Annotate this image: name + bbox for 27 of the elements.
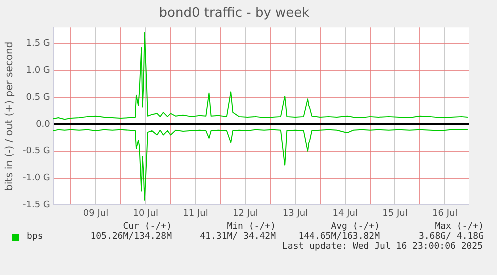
- x-tick-label: 15 Jul: [382, 208, 408, 219]
- y-tick-label: -1.5 G: [22, 200, 50, 211]
- y-tick-label: 1.5 G: [26, 39, 50, 50]
- y-tick-label: 0.5 G: [26, 92, 50, 103]
- text: Last update: Wed Jul 16 23:00:06 2025: [282, 242, 484, 252]
- x-tick-label: 12 Jul: [233, 208, 258, 219]
- y-tick-label: -1.0 G: [22, 174, 50, 184]
- x-tick-label: 11 Jul: [183, 208, 208, 219]
- text: 144.65M/163.82M: [298, 232, 380, 242]
- text: Max (-/+): [434, 222, 484, 232]
- text: 105.26M/134.28M: [90, 232, 172, 242]
- text: Avg (-/+): [330, 222, 380, 232]
- x-tick-label: 10 Jul: [133, 208, 158, 219]
- y-axis-title: bits in (-) / out (+) per second: [4, 42, 16, 192]
- text: Min (-/+): [226, 222, 276, 232]
- y-tick-label: 1.0 G: [26, 66, 50, 76]
- x-tick-label: 14 Jul: [332, 208, 358, 219]
- chart-title: bond0 traffic - by week: [159, 6, 310, 22]
- x-tick-label: 09 Jul: [83, 208, 109, 219]
- y-tick-label: 0.0: [36, 120, 51, 130]
- x-tick-label: 16 Jul: [432, 208, 458, 219]
- text: Cur (-/+): [122, 222, 172, 232]
- text: 3.68G/ 4.18G: [418, 232, 484, 242]
- x-tick-label: 13 Jul: [282, 208, 308, 219]
- legend-label: bps: [27, 232, 44, 242]
- text: 41.31M/ 34.42M: [199, 232, 276, 242]
- y-tick-label: -0.5 G: [22, 146, 50, 157]
